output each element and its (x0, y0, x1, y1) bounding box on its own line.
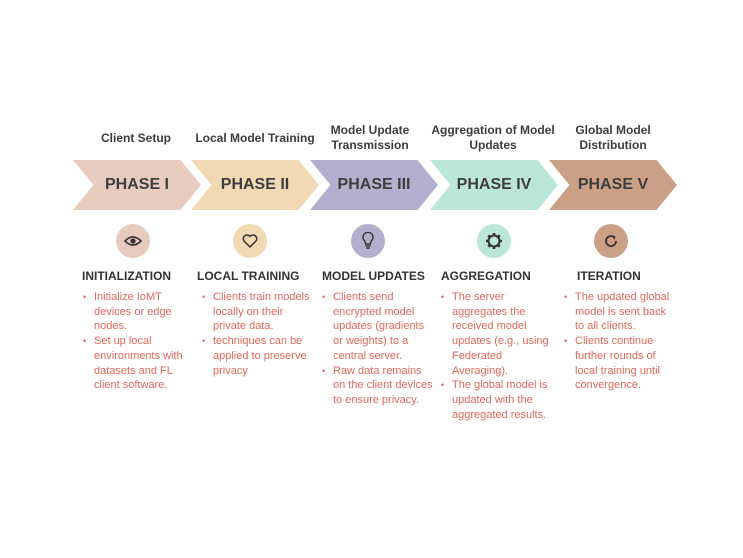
bullet-item: Set up local environments with datasets … (83, 334, 190, 393)
bullet-item: Clients continue further rounds of local… (564, 334, 675, 393)
phase-title: LOCAL TRAINING (197, 269, 300, 283)
phase-label: PHASE IV (456, 176, 532, 193)
phase-header: Local Model Training (195, 130, 315, 145)
bullet-item: Initialize IoMT devices or edge nodes. (83, 290, 190, 334)
phase-header: Client Setup (100, 130, 171, 145)
phase-title: AGGREGATION (441, 269, 531, 283)
bullet-list: The server aggregates the received model… (440, 290, 554, 422)
refresh-icon (594, 224, 628, 258)
phase-chevron: PHASE IV (430, 160, 558, 210)
heart-icon (233, 224, 267, 258)
bullet-item: The global model is updated with the agg… (441, 378, 554, 422)
bullet-list: Clients train models locally on their pr… (201, 290, 313, 378)
bullet-item: The server aggregates the received model… (441, 290, 554, 378)
bullet-item: The updated global model is sent back to… (564, 290, 675, 334)
phase-label: PHASE I (104, 176, 169, 193)
bullet-list: The updated global model is sent back to… (563, 290, 675, 393)
bullet-item: techniques can be applied to preserve pr… (202, 334, 313, 378)
bullet-item: Raw data remains on the client devices t… (322, 364, 435, 408)
phase-label: PHASE II (220, 176, 290, 193)
bullet-item: Clients train models locally on their pr… (202, 290, 313, 334)
phase-header: Model Update Transmission (330, 123, 410, 152)
phase-chevron: PHASE II (191, 160, 319, 210)
eye-icon (116, 224, 150, 258)
bullet-list: Clients send encrypted model updates (gr… (321, 290, 435, 408)
phase-title: INITIALIZATION (82, 269, 172, 283)
phase-label: PHASE III (337, 176, 411, 193)
phase-chevron: PHASE III (310, 160, 438, 210)
phase-header: Aggregation of Model Updates (431, 123, 555, 152)
phase-title: ITERATION (577, 269, 641, 283)
bullet-item: Clients send encrypted model updates (gr… (322, 290, 435, 364)
phase-chevron: PHASE V (549, 160, 677, 210)
phase-chevron: PHASE I (73, 160, 201, 210)
bullet-list: Initialize IoMT devices or edge nodes. S… (82, 290, 190, 393)
phase-label: PHASE V (577, 176, 649, 193)
phase-header: Global Model Distribution (575, 123, 651, 152)
gear-icon (477, 224, 511, 258)
phase-title: MODEL UPDATES (322, 269, 425, 283)
lightbulb-icon (351, 224, 385, 258)
